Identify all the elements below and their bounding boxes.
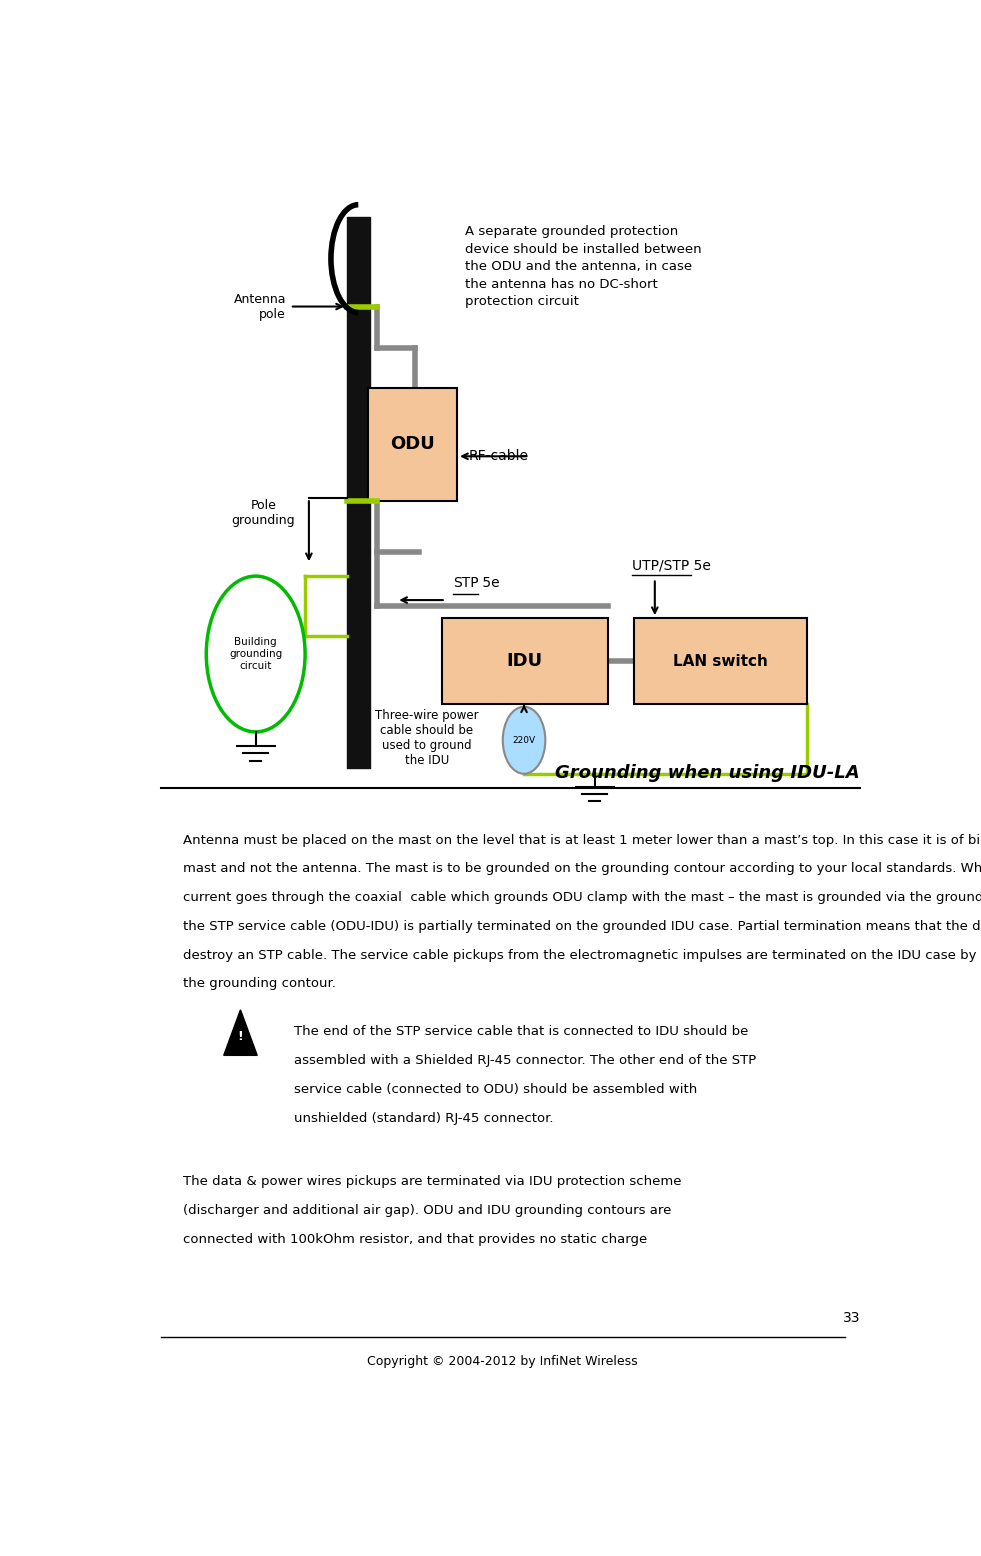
Text: STP: STP bbox=[453, 576, 479, 590]
Text: 220V: 220V bbox=[512, 736, 536, 745]
Text: The data & power wires pickups are terminated via IDU protection scheme: The data & power wires pickups are termi… bbox=[183, 1175, 682, 1189]
Text: unshielded (standard) RJ-45 connector.: unshielded (standard) RJ-45 connector. bbox=[293, 1111, 553, 1125]
Text: mast and not the antenna. The mast is to be grounded on the grounding contour ac: mast and not the antenna. The mast is to… bbox=[183, 862, 981, 876]
Text: Pole
grounding: Pole grounding bbox=[232, 498, 295, 526]
Bar bbox=[368, 387, 457, 501]
Text: Building
grounding
circuit: Building grounding circuit bbox=[229, 638, 283, 671]
Circle shape bbox=[206, 576, 305, 731]
Text: IDU: IDU bbox=[507, 652, 542, 671]
Polygon shape bbox=[224, 1010, 257, 1055]
Text: the grounding contour.: the grounding contour. bbox=[183, 977, 336, 991]
Text: Three-wire power
cable should be
used to ground
the IDU: Three-wire power cable should be used to… bbox=[375, 710, 479, 767]
Bar bbox=[441, 618, 607, 705]
Text: Antenna must be placed on the mast on the level that is at least 1 meter lower t: Antenna must be placed on the mast on th… bbox=[183, 834, 981, 846]
Text: Copyright © 2004-2012 by InfiNet Wireless: Copyright © 2004-2012 by InfiNet Wireles… bbox=[368, 1355, 638, 1368]
Circle shape bbox=[503, 706, 545, 773]
Text: (discharger and additional air gap). ODU and IDU grounding contours are: (discharger and additional air gap). ODU… bbox=[183, 1204, 672, 1217]
Text: current goes through the coaxial  cable which grounds ODU clamp with the mast – : current goes through the coaxial cable w… bbox=[183, 892, 981, 904]
Text: Antenna
pole: Antenna pole bbox=[233, 293, 286, 321]
Text: The end of the STP service cable that is connected to IDU should be: The end of the STP service cable that is… bbox=[293, 1025, 749, 1038]
Text: 5e: 5e bbox=[479, 576, 500, 590]
Text: UTP/STP 5e: UTP/STP 5e bbox=[632, 559, 711, 573]
Text: LAN switch: LAN switch bbox=[673, 654, 768, 669]
Text: the STP service cable (ODU-IDU) is partially terminated on the grounded IDU case: the STP service cable (ODU-IDU) is parti… bbox=[183, 920, 981, 934]
Text: !: ! bbox=[237, 1030, 243, 1043]
Text: destroy an STP cable. The service cable pickups from the electromagnetic impulse: destroy an STP cable. The service cable … bbox=[183, 949, 981, 962]
Text: 33: 33 bbox=[843, 1310, 860, 1324]
Text: service cable (connected to ODU) should be assembled with: service cable (connected to ODU) should … bbox=[293, 1083, 697, 1095]
Text: A separate grounded protection
device should be installed between
the ODU and th: A separate grounded protection device sh… bbox=[465, 226, 701, 308]
Text: connected with 100kOhm resistor, and that provides no static charge: connected with 100kOhm resistor, and tha… bbox=[183, 1232, 647, 1246]
Text: RF-cable: RF-cable bbox=[469, 450, 529, 464]
Text: Grounding when using IDU-LA: Grounding when using IDU-LA bbox=[555, 764, 860, 783]
Text: assembled with a Shielded RJ-45 connector. The other end of the STP: assembled with a Shielded RJ-45 connecto… bbox=[293, 1053, 756, 1067]
Bar bbox=[634, 618, 806, 705]
Text: ODU: ODU bbox=[390, 436, 435, 453]
